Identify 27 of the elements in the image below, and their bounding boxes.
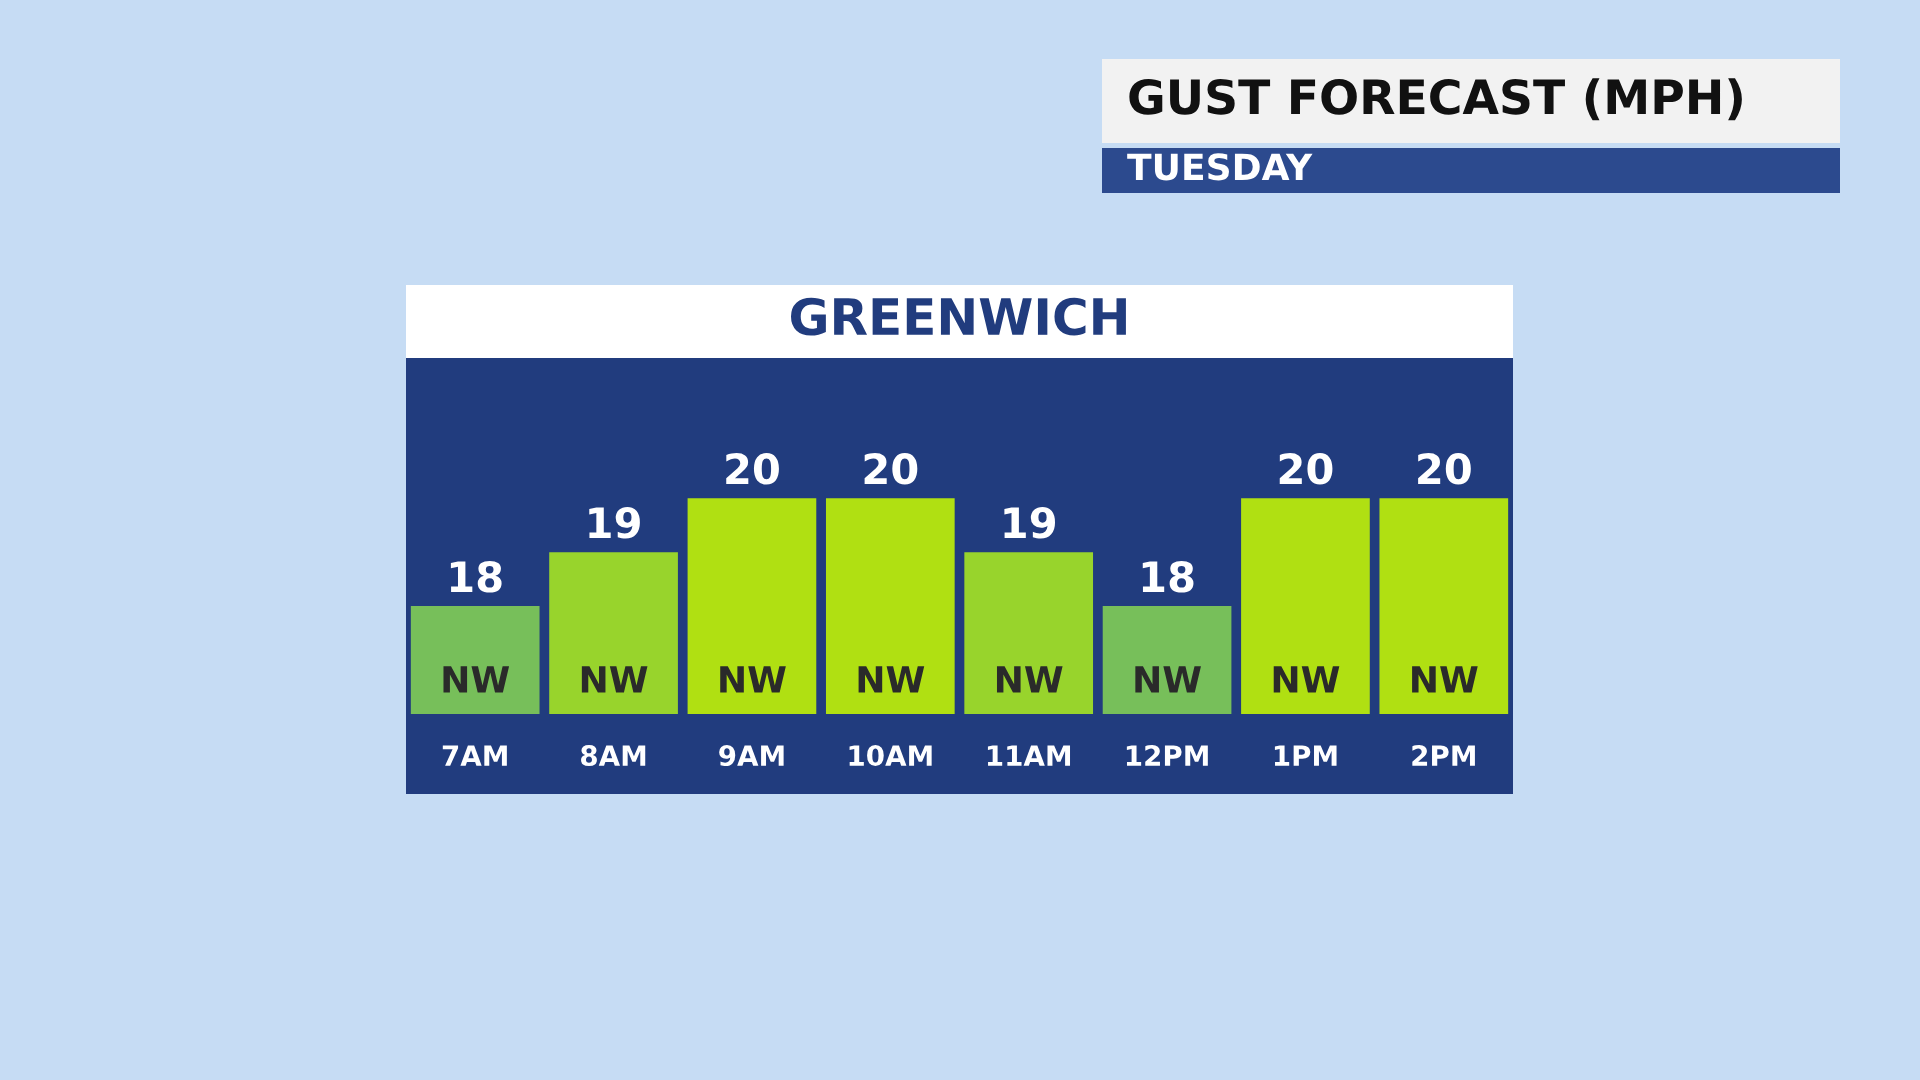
data-label: 19 bbox=[1004, 507, 1056, 539]
data-label: 20 bbox=[1279, 453, 1333, 485]
annotation: NW bbox=[996, 666, 1063, 693]
data-label: 20 bbox=[1418, 453, 1471, 485]
x-tick-label: 9AM bbox=[719, 745, 784, 767]
chart-title: GUST FORECAST (MPH) bbox=[1129, 78, 1742, 121]
x-tick-label: 11AM bbox=[987, 745, 1071, 766]
x-tick-label: 12PM bbox=[1126, 745, 1208, 766]
annotation: NW bbox=[581, 666, 648, 693]
data-label: 20 bbox=[726, 453, 779, 485]
x-tick-label: 2PM bbox=[1412, 745, 1475, 766]
data-label: 20 bbox=[864, 453, 918, 485]
annotation: NW bbox=[720, 666, 786, 693]
x-tick-label: 8AM bbox=[581, 745, 646, 767]
x-tick-label: 7AM bbox=[442, 745, 507, 766]
annotation: NW bbox=[1273, 666, 1340, 693]
x-tick-label: 1PM bbox=[1274, 745, 1337, 766]
annotation: NW bbox=[443, 666, 510, 693]
data-label: 19 bbox=[589, 507, 640, 539]
data-label: 18 bbox=[450, 560, 502, 593]
chart-subtitle: TUESDAY bbox=[1127, 153, 1313, 181]
annotation: NW bbox=[1135, 666, 1201, 693]
x-tick-label: 10AM bbox=[849, 745, 932, 767]
annotation: NW bbox=[1412, 666, 1478, 693]
text: GREENWICH bbox=[791, 297, 1126, 336]
annotation: NW bbox=[858, 666, 925, 693]
data-label: 18 bbox=[1142, 560, 1194, 593]
